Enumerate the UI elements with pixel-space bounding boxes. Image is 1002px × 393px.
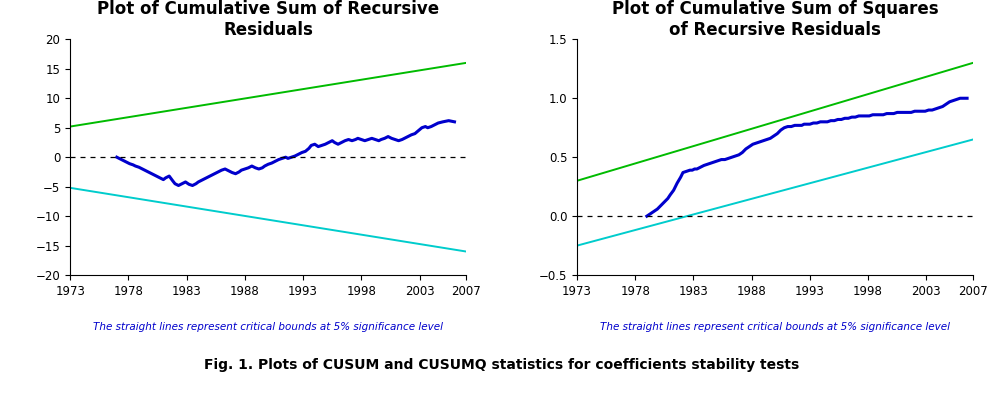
Title: Plot of Cumulative Sum of Recursive
Residuals: Plot of Cumulative Sum of Recursive Resi… xyxy=(97,0,439,39)
Title: Plot of Cumulative Sum of Squares
of Recursive Residuals: Plot of Cumulative Sum of Squares of Rec… xyxy=(611,0,937,39)
Text: The straight lines represent critical bounds at 5% significance level: The straight lines represent critical bo… xyxy=(93,322,443,332)
Text: The straight lines represent critical bounds at 5% significance level: The straight lines represent critical bo… xyxy=(599,322,949,332)
Text: Fig. 1. Plots of CUSUM and CUSUMQ statistics for coefficients stability tests: Fig. 1. Plots of CUSUM and CUSUMQ statis… xyxy=(203,358,799,373)
